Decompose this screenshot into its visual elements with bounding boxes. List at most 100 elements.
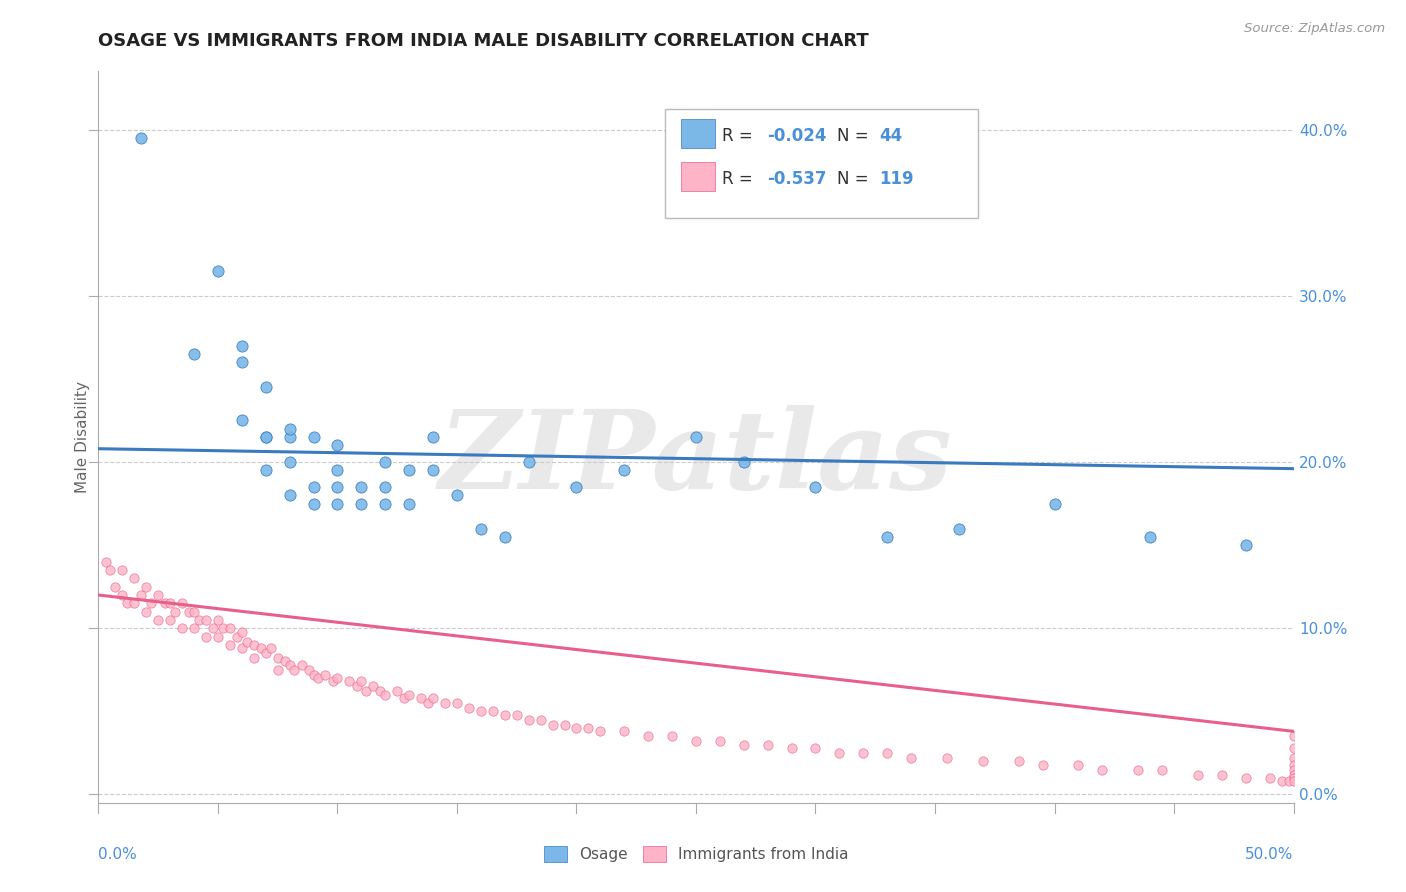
Point xyxy=(733,455,755,469)
Point xyxy=(346,680,368,694)
Point xyxy=(183,605,205,619)
Point xyxy=(1282,757,1305,772)
Point xyxy=(1271,774,1294,789)
Point xyxy=(494,707,516,722)
Point xyxy=(231,355,253,369)
Point xyxy=(374,497,396,511)
Point xyxy=(972,754,994,768)
Point xyxy=(876,746,898,760)
Point xyxy=(685,734,707,748)
Point xyxy=(398,497,420,511)
Point xyxy=(231,624,253,639)
Point xyxy=(385,684,409,698)
Point xyxy=(418,696,440,710)
Point xyxy=(267,663,290,677)
Point xyxy=(350,480,373,494)
Point xyxy=(274,655,297,669)
Text: N =: N = xyxy=(838,170,875,188)
Point xyxy=(148,613,170,627)
Point xyxy=(578,721,600,735)
Point xyxy=(1258,771,1281,785)
Text: -0.537: -0.537 xyxy=(768,170,827,188)
Point xyxy=(494,530,516,544)
Point xyxy=(326,463,349,477)
Point xyxy=(326,438,349,452)
Point xyxy=(226,630,249,644)
Point xyxy=(422,463,444,477)
Point xyxy=(307,671,329,685)
Point xyxy=(1282,763,1305,777)
Point xyxy=(852,746,875,760)
Point xyxy=(339,674,361,689)
Point xyxy=(398,463,420,477)
Point xyxy=(1043,497,1066,511)
Point xyxy=(243,638,266,652)
Point xyxy=(155,596,177,610)
Point xyxy=(139,596,162,610)
Point xyxy=(302,480,325,494)
Point xyxy=(111,588,134,602)
Point xyxy=(481,705,505,719)
Point xyxy=(1282,774,1305,789)
Point xyxy=(709,734,731,748)
Point xyxy=(243,651,266,665)
Point xyxy=(411,691,433,706)
Text: ZIPatlas: ZIPatlas xyxy=(439,405,953,513)
Point xyxy=(446,696,468,710)
Point xyxy=(1282,729,1305,743)
Point xyxy=(172,621,194,635)
Point xyxy=(363,680,385,694)
Point xyxy=(302,667,325,681)
Point xyxy=(207,613,229,627)
Text: R =: R = xyxy=(723,170,758,188)
Point xyxy=(259,641,281,656)
Point xyxy=(1152,763,1174,777)
Text: 119: 119 xyxy=(880,170,914,188)
Point xyxy=(780,740,803,755)
Point xyxy=(936,751,959,765)
Point xyxy=(135,605,157,619)
Point xyxy=(326,671,349,685)
Point xyxy=(231,338,253,352)
Point xyxy=(159,613,181,627)
Point xyxy=(900,751,922,765)
Point xyxy=(278,455,301,469)
Point xyxy=(1282,771,1305,785)
Point xyxy=(98,563,122,577)
Point xyxy=(187,613,209,627)
Point xyxy=(159,596,181,610)
Point xyxy=(613,724,636,739)
Point xyxy=(254,430,277,444)
Point xyxy=(111,563,134,577)
Point xyxy=(298,663,321,677)
Point xyxy=(517,713,540,727)
Point xyxy=(1187,767,1209,781)
Text: 0.0%: 0.0% xyxy=(98,847,138,862)
Point xyxy=(565,721,588,735)
Point xyxy=(219,638,242,652)
Y-axis label: Male Disability: Male Disability xyxy=(75,381,90,493)
Point xyxy=(254,646,277,660)
Text: R =: R = xyxy=(723,128,758,145)
Point xyxy=(1139,530,1161,544)
Point xyxy=(207,264,229,278)
Point xyxy=(661,729,683,743)
Point xyxy=(94,555,117,569)
Point xyxy=(565,480,588,494)
Point xyxy=(278,488,301,502)
Point xyxy=(302,430,325,444)
Point xyxy=(530,713,553,727)
Point xyxy=(446,488,468,502)
Point xyxy=(1234,538,1257,552)
Point xyxy=(195,630,218,644)
Point xyxy=(291,657,314,672)
Point xyxy=(183,621,205,635)
Point xyxy=(541,717,564,731)
Point xyxy=(398,688,420,702)
Point xyxy=(250,641,273,656)
Point xyxy=(422,430,444,444)
Point xyxy=(374,480,396,494)
Point xyxy=(278,657,301,672)
Point xyxy=(219,621,242,635)
Point xyxy=(315,667,337,681)
